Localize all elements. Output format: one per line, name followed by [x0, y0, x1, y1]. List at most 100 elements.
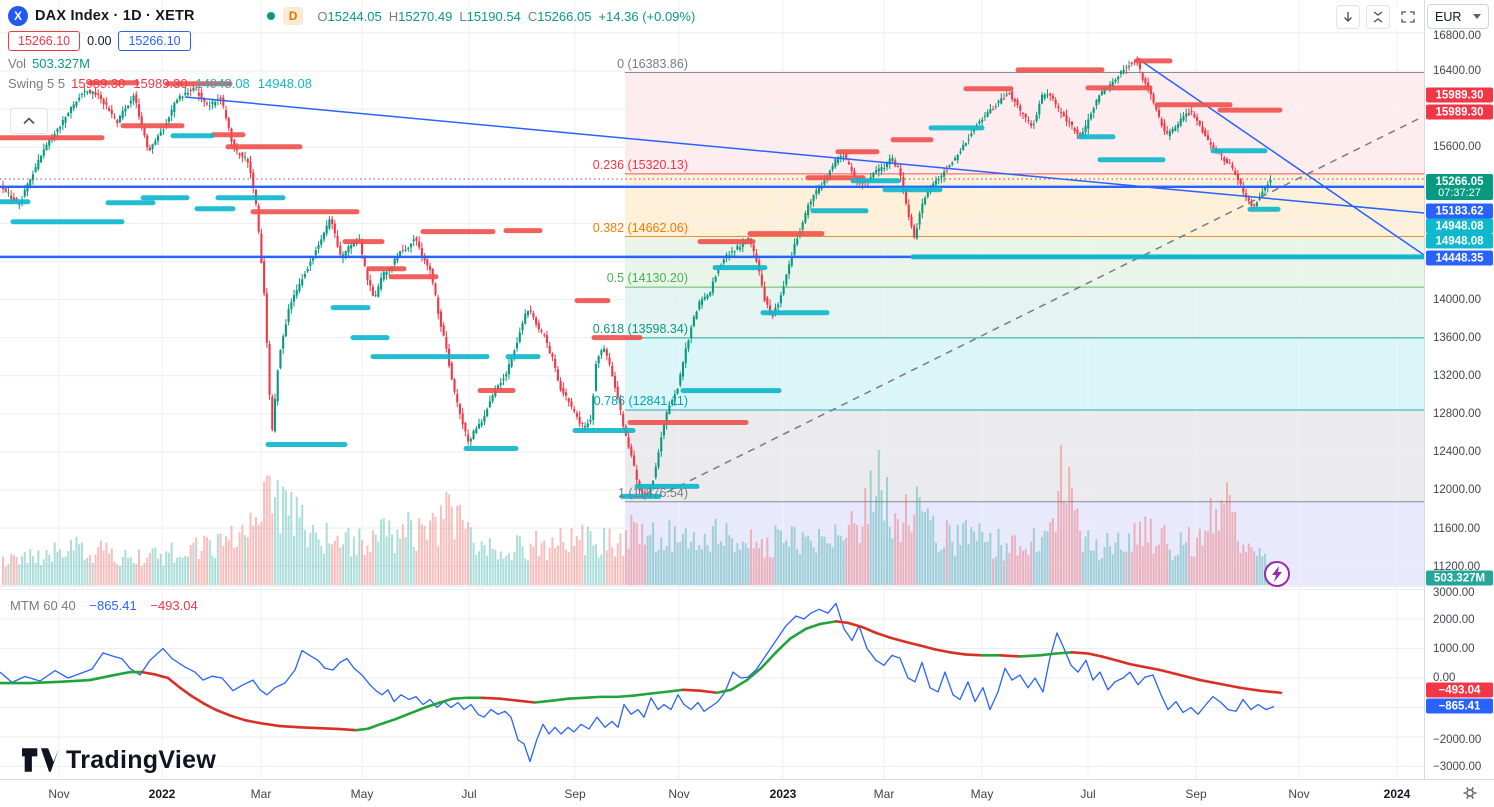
candle-body: [249, 161, 252, 174]
time-axis-month-label[interactable]: May: [970, 787, 994, 801]
candle-body: [1111, 81, 1114, 86]
mtm-signal-segment: [615, 694, 635, 699]
time-axis-year-label[interactable]: 2022: [148, 787, 176, 801]
volume-bar: [1024, 548, 1027, 585]
volume-bar: [717, 544, 720, 585]
candle-body: [366, 268, 369, 281]
volume-bar: [1068, 466, 1071, 585]
volume-bar: [1019, 546, 1022, 585]
time-axis-year-label[interactable]: 2024: [1383, 787, 1411, 801]
fib-level-label: 0.236 (15320.13): [592, 157, 688, 172]
volume-bar: [203, 535, 206, 585]
candle-body: [562, 387, 565, 394]
candle-body: [502, 378, 505, 381]
symbol-title[interactable]: DAX Index · 1D · XETR: [35, 8, 195, 24]
volume-bar: [543, 540, 546, 585]
volume-bar: [592, 545, 595, 585]
mtm-signal-segment: [278, 724, 302, 729]
symbol-logo-icon[interactable]: X: [8, 6, 28, 26]
candle-body: [875, 170, 878, 173]
volume-bar: [1174, 556, 1177, 585]
candle-body: [687, 340, 690, 349]
volume-bar: [804, 536, 807, 585]
sell-price-box[interactable]: 15266.10: [8, 31, 81, 51]
time-axis-month-label[interactable]: May: [350, 787, 374, 801]
candle-body: [1114, 79, 1117, 82]
volume-bar: [573, 545, 576, 585]
collapse-panes-button[interactable]: [1366, 5, 1390, 29]
chart-canvas[interactable]: [0, 0, 1424, 779]
volume-bar: [1160, 528, 1163, 585]
price-axis[interactable]: 16800.00 16400.00 15600.00 14000.00 13600.00…: [1424, 0, 1494, 779]
volume-bar: [1027, 555, 1030, 585]
mtm-signal-segment: [228, 714, 247, 722]
volume-bar: [883, 520, 886, 585]
candle-body: [575, 413, 578, 417]
candle-body: [1247, 197, 1250, 201]
candle-body: [1125, 67, 1128, 69]
volume-bar: [342, 544, 344, 585]
volume-bar: [50, 561, 53, 585]
swing-value: 15989.30: [71, 76, 126, 91]
candle-body: [260, 233, 263, 264]
interval-badge[interactable]: D: [282, 7, 304, 25]
legend-collapse-button[interactable]: [10, 108, 48, 134]
time-axis-month-label[interactable]: Mar: [250, 787, 272, 801]
time-axis-year-label[interactable]: 2023: [769, 787, 797, 801]
scroll-down-button[interactable]: [1336, 5, 1360, 29]
candle-body: [589, 419, 592, 422]
candle-body: [273, 399, 277, 432]
volume-bar: [83, 559, 86, 585]
collapse-chevrons-icon: [1373, 11, 1383, 23]
volume-bar: [880, 490, 883, 585]
volume-bar: [1084, 536, 1087, 585]
candle-body: [121, 110, 124, 118]
volume-bar: [671, 551, 674, 585]
time-axis-month-label[interactable]: Sep: [1185, 787, 1207, 801]
mtm-signal-segment: [948, 651, 967, 656]
swing-indicator-label[interactable]: Swing 5 5: [8, 76, 66, 91]
volume-bar: [676, 542, 679, 585]
volume-bar: [40, 565, 43, 585]
candle-body: [662, 424, 666, 436]
time-axis-month-label[interactable]: Nov: [1288, 787, 1310, 801]
candle-body: [992, 109, 995, 111]
volume-indicator-label[interactable]: Vol: [8, 56, 27, 71]
candle-body: [1258, 198, 1261, 200]
candle-body: [845, 153, 848, 160]
volume-bar: [1022, 550, 1024, 585]
candle-body: [505, 374, 508, 377]
price-axis-label: 1000.00: [1433, 643, 1475, 655]
volume-bar: [1065, 503, 1068, 585]
currency-dropdown[interactable]: EUR: [1427, 4, 1489, 29]
time-axis-month-label[interactable]: Jul: [461, 787, 477, 801]
candle-body: [545, 335, 549, 343]
maximize-pane-button[interactable]: [1396, 5, 1420, 29]
volume-bar: [1250, 547, 1253, 585]
volume-bar: [622, 555, 625, 585]
candle-body: [817, 186, 821, 194]
mtm-signal-segment: [745, 666, 763, 682]
candle-body: [540, 330, 543, 332]
time-axis-month-label[interactable]: Jul: [1080, 787, 1096, 801]
volume-bar: [654, 552, 657, 585]
time-axis-month-label[interactable]: Nov: [48, 787, 70, 801]
mtm-indicator-legend[interactable]: MTM 60 40 −865.41 −493.04: [10, 598, 198, 613]
volume-bar: [380, 519, 383, 585]
time-axis-month-label[interactable]: Sep: [564, 787, 586, 801]
candle-body: [265, 293, 268, 343]
volume-bar: [641, 523, 644, 585]
volume-bar: [540, 543, 543, 585]
time-axis-month-label[interactable]: Nov: [668, 787, 690, 801]
volume-bar: [176, 557, 179, 585]
time-axis[interactable]: Nov 2022 Mar May Jul Sep Nov 2023 Mar May Jul Sep No…: [0, 779, 1494, 807]
volume-bar: [396, 529, 399, 585]
volume-bar: [752, 548, 755, 585]
axis-settings-gear-icon[interactable]: [1462, 785, 1478, 801]
candle-body: [1103, 88, 1106, 94]
candle-body: [578, 416, 581, 424]
time-axis-month-label[interactable]: Mar: [873, 787, 895, 801]
buy-price-box[interactable]: 15266.10: [118, 31, 191, 51]
price-axis-label: 11200.00: [1433, 561, 1481, 573]
candle-body: [978, 121, 981, 124]
